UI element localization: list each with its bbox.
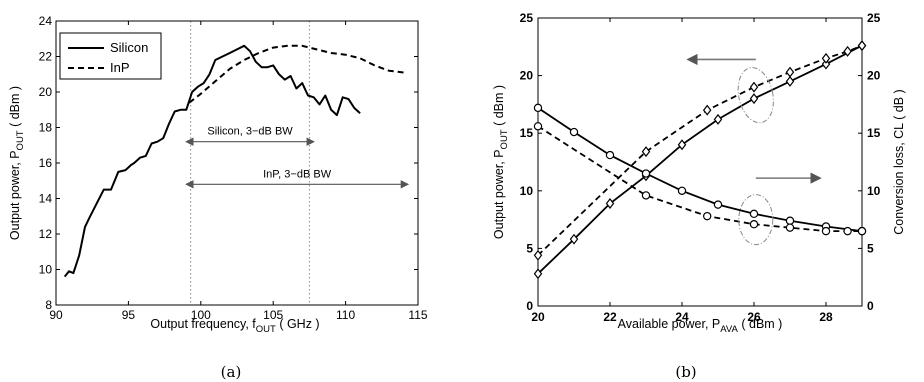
panel-a-caption: (a): [221, 363, 242, 381]
diamond-marker: [821, 58, 831, 70]
x-tick-label-b: 20: [531, 310, 545, 324]
y-right-axis-label-b: Conversion loss, CL ( dB ): [892, 89, 906, 234]
circle-marker: [857, 226, 867, 236]
circle-marker: [641, 169, 651, 178]
y-tick-label-b: 10: [520, 184, 534, 198]
x-axis-label-a: Output frequency, fOUT ( GHz ): [150, 317, 319, 335]
diamond-marker: [533, 268, 543, 280]
series-line-silicon: [63, 44, 361, 278]
panel-b: 20 22 24 26 28 0 5 10 15 20 25 0 5 10 15 20 25 Available …: [492, 11, 906, 335]
circle-marker: [785, 223, 795, 232]
diamond-marker: [843, 45, 852, 57]
series-line-b-0: [537, 44, 863, 275]
y-tick-label-a: 14: [39, 192, 53, 206]
diamond-marker: [785, 75, 795, 87]
y-tick-label-a: 12: [39, 227, 53, 241]
x-tick-label-b: 22: [603, 310, 617, 324]
bandwidth-label-1: InP, 3−dB BW: [263, 168, 332, 180]
series-line-b-3: [537, 125, 862, 232]
panel-b-caption: (b): [675, 363, 696, 381]
circle-marker: [703, 211, 712, 221]
y-tick-label-b: 0: [526, 299, 533, 313]
bandwidth-label-0: Silicon, 3−dB BW: [207, 126, 293, 138]
diamond-marker: [713, 113, 723, 125]
y-tick-label-a: 18: [39, 121, 53, 135]
x-tick-label-a: 90: [49, 308, 63, 322]
series-line-inp: [188, 44, 404, 104]
y-right-tick-label-b: 20: [867, 69, 881, 83]
diamond-marker: [677, 139, 687, 151]
ellipse-conversion-loss-group: [738, 194, 774, 246]
circle-marker: [749, 220, 759, 229]
circle-marker: [749, 209, 759, 219]
diamond-marker: [749, 81, 759, 93]
diamond-marker: [821, 52, 831, 64]
circle-marker: [713, 200, 723, 209]
series-line-b-2: [537, 107, 863, 232]
y-tick-label-a: 16: [39, 156, 53, 170]
y-axis-label-b: Output power, POUT ( dBm ): [492, 85, 510, 239]
y-right-tick-label-b: 10: [867, 184, 881, 198]
y-tick-label-b: 20: [520, 69, 534, 83]
diamond-marker: [569, 233, 579, 245]
y-tick-label-a: 8: [45, 298, 52, 312]
y-tick-label-a: 22: [39, 50, 53, 64]
circle-marker: [605, 150, 615, 160]
series-line-b-1: [537, 44, 863, 256]
diamond-marker: [533, 249, 543, 261]
x-tick-label-a: 95: [122, 308, 136, 322]
y-right-tick-label-b: 25: [867, 11, 881, 25]
y-tick-label-a: 20: [39, 85, 53, 99]
y-tick-label-b: 15: [520, 126, 534, 140]
diamond-marker: [605, 197, 615, 209]
y-right-tick-label-b: 15: [867, 126, 881, 140]
diamond-marker: [857, 40, 867, 52]
legend-box-a: [59, 32, 162, 80]
x-tick-label-b: 28: [819, 310, 833, 324]
x-tick-label-a: 100: [191, 308, 211, 322]
x-axis-label-b: Available power, PAVA ( dBm ): [618, 317, 783, 335]
circle-marker: [641, 191, 651, 200]
circle-marker: [533, 122, 543, 131]
diamond-marker: [702, 104, 712, 116]
circle-marker: [677, 186, 687, 195]
legend-label-inp: InP: [110, 60, 130, 75]
panel-a: 90 95 100 105 110 115 8 10 12 14 16 18 20 22 24 Silicon…: [8, 14, 428, 335]
diamond-marker: [785, 66, 795, 78]
legend-a: Silicon InP: [59, 32, 162, 80]
x-tick-label-b: 26: [747, 310, 761, 324]
x-tick-label-a: 115: [408, 308, 427, 322]
y-right-tick-label-b: 0: [867, 299, 874, 313]
y-tick-label-a: 24: [39, 14, 53, 28]
legend-label-silicon: Silicon: [110, 40, 148, 55]
circle-marker: [785, 216, 795, 225]
diamond-marker: [641, 146, 651, 158]
y-right-tick-label-b: 5: [867, 241, 874, 255]
diamond-marker: [749, 93, 759, 105]
circle-marker: [569, 127, 579, 137]
x-tick-label-a: 110: [336, 308, 355, 322]
ellipse-output-power-group: [737, 67, 774, 124]
y-tick-label-a: 10: [39, 263, 53, 277]
y-axis-label-a: Output power, POUT ( dBm ): [8, 86, 26, 240]
circle-marker: [821, 226, 831, 236]
circle-marker: [533, 103, 543, 113]
x-tick-label-b: 24: [675, 310, 689, 324]
y-tick-label-b: 25: [520, 11, 534, 25]
x-tick-label-a: 105: [263, 308, 283, 322]
y-tick-label-b: 5: [526, 241, 533, 255]
circle-marker: [843, 226, 852, 236]
plot-frame-b: [537, 17, 863, 307]
